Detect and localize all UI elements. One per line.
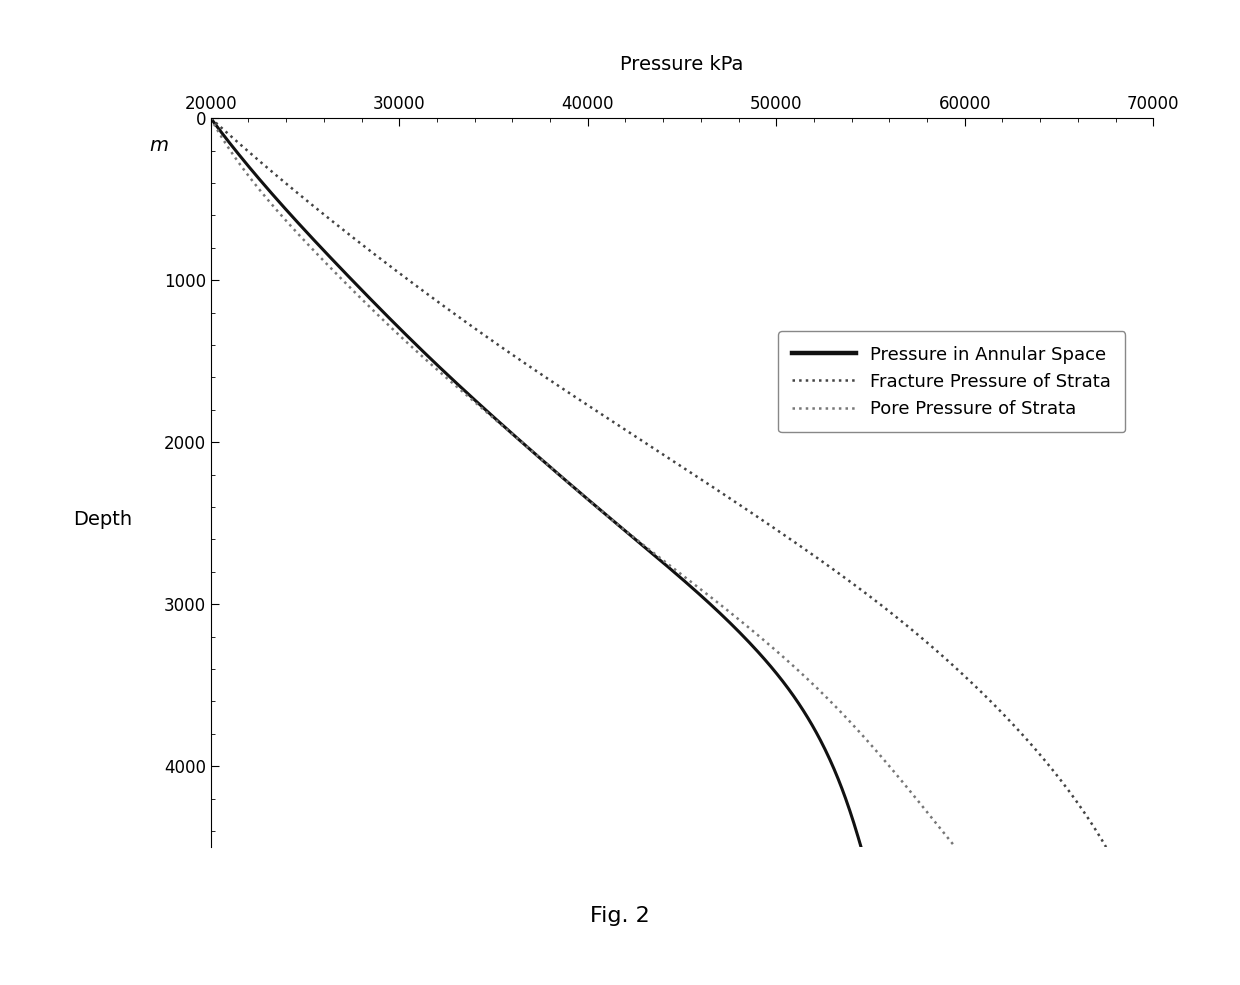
Pore Pressure of Strata [661,558,676,570]
Fracture Pressure of Strata [1099,841,1114,853]
Pore Pressure of Strata [947,841,962,853]
Fracture Pressure of Strata [203,112,218,124]
Pressure in Annular Space [853,841,868,853]
Text: Fig. 2: Fig. 2 [590,906,650,926]
Text: Depth: Depth [73,509,131,529]
Pressure in Annular Space [640,544,655,556]
Fracture Pressure of Strata [799,544,813,556]
Fracture Pressure of Strata [818,558,833,570]
Legend: Pressure in Annular Space, Fracture Pressure of Strata, Pore Pressure of Strata: Pressure in Annular Space, Fracture Pres… [777,331,1126,432]
Fracture Pressure of Strata [801,547,816,558]
Pore Pressure of Strata [205,114,219,126]
Pressure in Annular Space [831,773,846,785]
Text: m: m [150,136,169,156]
Pore Pressure of Strata [203,112,218,124]
Pore Pressure of Strata [893,773,908,785]
Pressure in Annular Space [203,112,218,124]
Pore Pressure of Strata [853,727,868,739]
Fracture Pressure of Strata [206,114,221,126]
Pressure in Annular Space [644,547,658,558]
Pore Pressure of Strata [645,547,660,558]
Pore Pressure of Strata [642,544,657,556]
Line: Fracture Pressure of Strata: Fracture Pressure of Strata [211,118,1106,847]
Pressure in Annular Space [205,114,219,126]
Line: Pore Pressure of Strata: Pore Pressure of Strata [211,118,955,847]
Fracture Pressure of Strata [1013,727,1028,739]
Title: Pressure kPa: Pressure kPa [620,55,744,74]
Fracture Pressure of Strata [1053,773,1068,785]
Pressure in Annular Space [657,558,672,570]
Pressure in Annular Space [808,727,823,739]
Line: Pressure in Annular Space: Pressure in Annular Space [211,118,861,847]
